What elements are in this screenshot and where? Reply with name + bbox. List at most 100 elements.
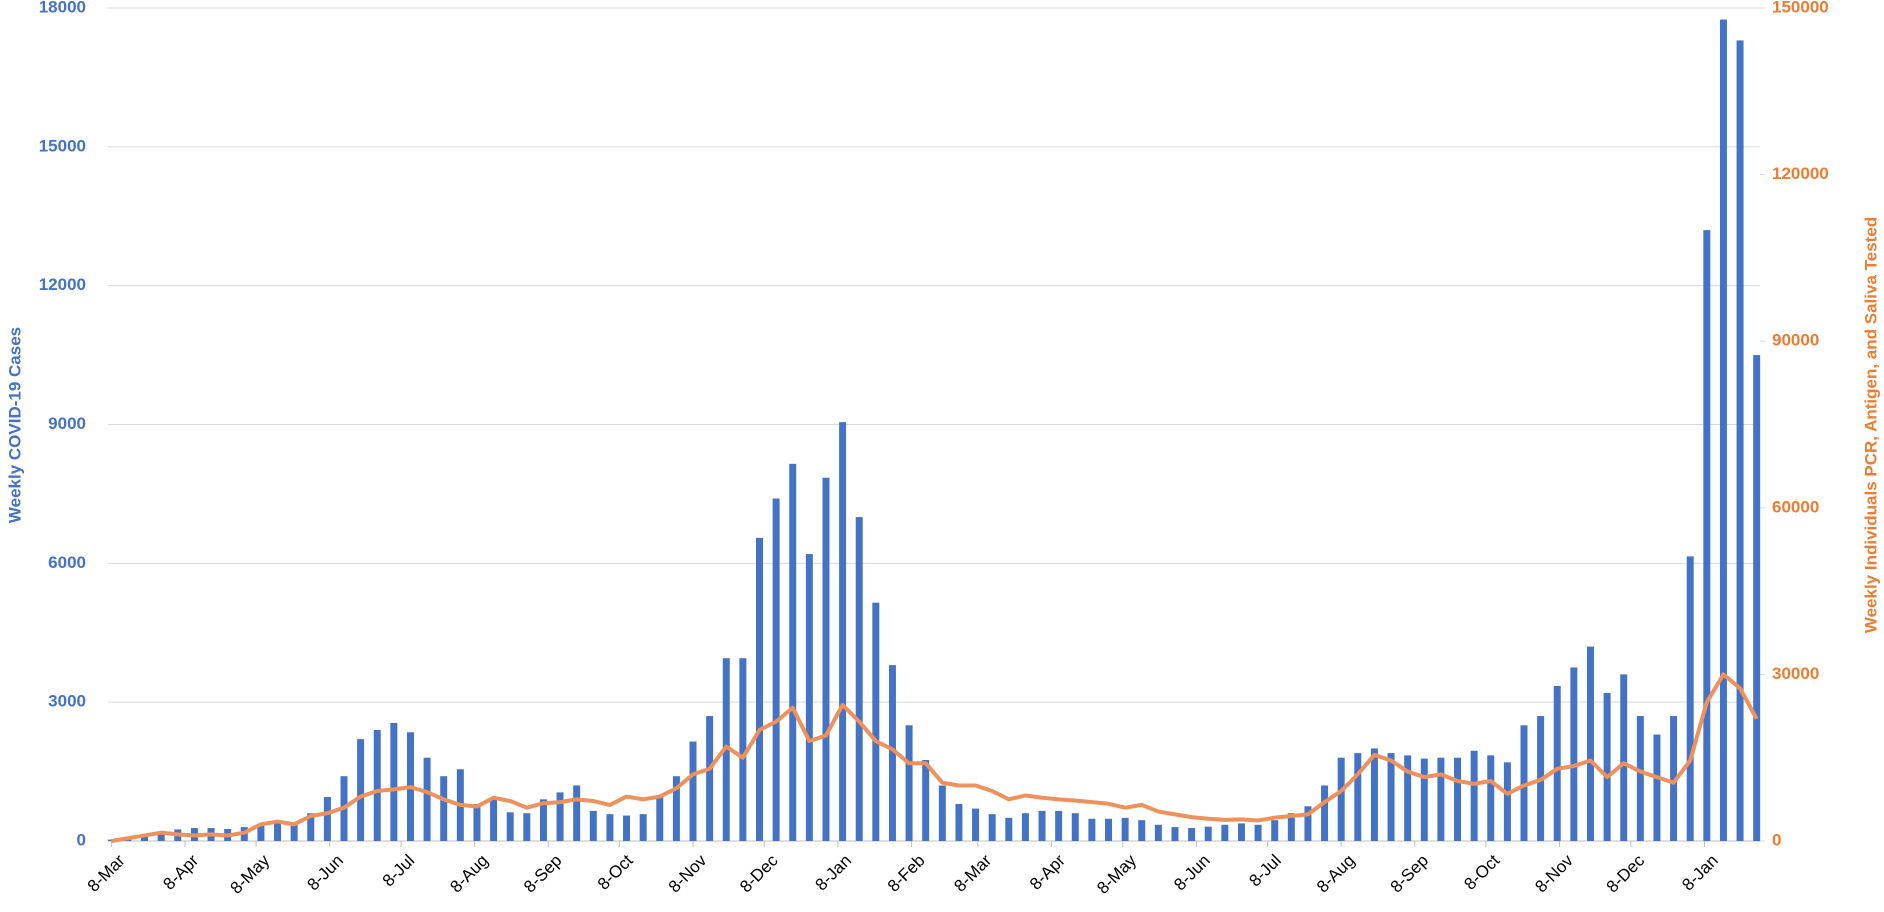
bar (1603, 692, 1611, 841)
bar (855, 517, 863, 841)
bar (1719, 19, 1727, 841)
bar (1105, 818, 1112, 841)
x-tick-label: 8-Nov (1531, 851, 1577, 897)
bar (1354, 753, 1362, 841)
bar (955, 803, 963, 841)
y-tick-label: 9000 (48, 414, 86, 433)
x-tick-label: 8-Nov (665, 851, 711, 897)
bar (988, 814, 996, 841)
bar (1304, 806, 1312, 841)
x-tick-label: 8-Jul (379, 851, 418, 890)
bar (1188, 828, 1196, 841)
bar (423, 757, 431, 841)
bar (1171, 827, 1179, 841)
bar (805, 554, 813, 841)
x-tick-label: 8-Aug (446, 851, 492, 897)
bar (739, 658, 747, 841)
bar (623, 815, 631, 841)
bar (1553, 685, 1561, 841)
bar (672, 776, 680, 841)
x-tick-label: 8-May (1093, 851, 1140, 898)
y-tick-label: 3000 (48, 692, 86, 711)
bar (1237, 823, 1245, 841)
x-tick-label: 8-Dec (736, 851, 782, 897)
x-tick-label: 8-Jan (1678, 851, 1722, 895)
x-tick-label: 8-Sep (520, 851, 566, 897)
bar (506, 812, 514, 841)
bar (274, 822, 282, 841)
bar (656, 797, 664, 841)
bar (1138, 820, 1146, 841)
x-tick-label: 8-Oct (1460, 851, 1503, 894)
bar (1088, 818, 1096, 841)
y2-tick-label: 0 (1772, 830, 1781, 849)
bar (839, 422, 847, 841)
bar (440, 776, 448, 841)
bar (1420, 758, 1428, 841)
bar (556, 792, 564, 841)
y-tick-label: 12000 (39, 275, 86, 294)
bar (257, 824, 265, 841)
bar (1271, 820, 1279, 841)
bar (1736, 40, 1744, 841)
bar (1254, 824, 1262, 841)
bar (1038, 810, 1046, 841)
bar (357, 739, 365, 841)
bar (1387, 753, 1395, 841)
y-tick-label: 0 (77, 830, 86, 849)
x-tick-label: 8-May (227, 851, 274, 898)
bar (1703, 230, 1711, 842)
bar (1121, 817, 1129, 841)
bar (938, 785, 946, 841)
x-tick-label: 8-Sep (1387, 851, 1433, 897)
y-axis-title: Weekly COVID-19 Cases (5, 327, 24, 523)
bar (539, 799, 547, 841)
bar (473, 803, 481, 841)
bar (1071, 813, 1079, 841)
bar (1753, 355, 1761, 841)
bar (1670, 716, 1678, 841)
bar (1454, 757, 1462, 841)
x-tick-label: 8-Apr (1026, 851, 1069, 894)
bar (1620, 674, 1628, 841)
x-tick-label: 8-Jan (812, 851, 856, 895)
y2-axis-title: Weekly Individuals PCR, Antigen, and Sal… (1861, 217, 1880, 633)
bar (1487, 755, 1495, 841)
bar (589, 810, 597, 841)
bar (639, 814, 647, 841)
x-tick-label: 8-Aug (1313, 851, 1359, 897)
bar (307, 813, 315, 841)
bar (689, 741, 697, 841)
bar (490, 797, 498, 841)
bar (789, 463, 797, 841)
bar (1404, 755, 1412, 841)
bar (606, 814, 614, 841)
bar (1570, 667, 1578, 841)
bar (922, 760, 930, 841)
y2-tick-label: 150000 (1772, 0, 1829, 16)
bar (1437, 757, 1445, 841)
bar (822, 477, 830, 841)
bar (1154, 824, 1162, 841)
x-tick-label: 8-Mar (950, 851, 995, 896)
bar (157, 831, 165, 841)
bar (1503, 762, 1511, 841)
bar (390, 722, 398, 841)
x-tick-label: 8-Dec (1603, 851, 1649, 897)
bar (1005, 817, 1013, 841)
bar (1370, 748, 1378, 841)
bar (1686, 556, 1694, 841)
bar (706, 716, 714, 841)
bar (1204, 826, 1212, 841)
line (110, 672, 1759, 843)
bar (1221, 824, 1229, 841)
x-tick-label: 8-Apr (159, 851, 202, 894)
y2-tick-label: 30000 (1772, 664, 1819, 683)
bar (1337, 757, 1345, 841)
y-tick-label: 18000 (39, 0, 86, 16)
bar (756, 537, 763, 841)
bar (1021, 813, 1029, 841)
x-tick-label: 8-Jun (1170, 851, 1214, 895)
